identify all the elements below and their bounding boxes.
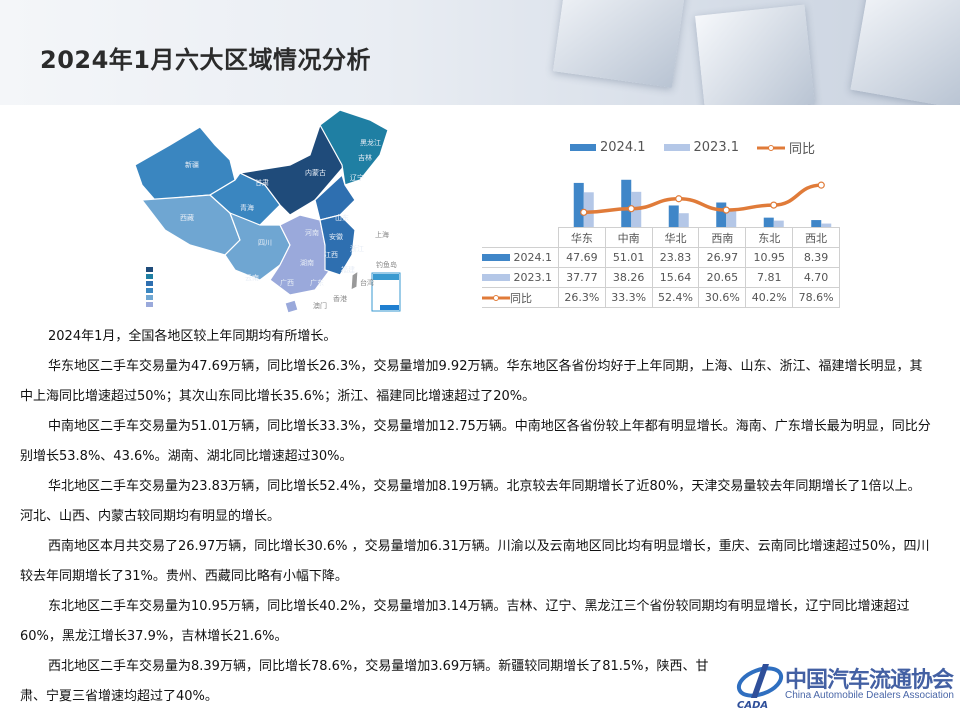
chart-data-table: 华东 中南 华北 西南 东北 西北 2024.1 47.69 51.01 23.83… (482, 227, 840, 308)
map-legend-swatch (146, 295, 153, 300)
map-label: 河南 (305, 228, 319, 237)
map-label: 广东 (310, 278, 324, 287)
map-label: 吉林 (358, 153, 372, 162)
page-title: 2024年1月六大区域情况分析 (40, 46, 371, 74)
yoy-point-4 (770, 201, 778, 209)
map-label: 香港 (333, 294, 347, 303)
paragraph: 西南地区本月共交易了26.97万辆，同比增长30.6% ，交易量增加6.31万辆… (20, 539, 930, 584)
bar-2023-0 (583, 192, 594, 228)
bar-2024-0 (573, 182, 584, 228)
yoy-point-2 (675, 195, 683, 203)
map-label: 安徽 (329, 232, 343, 241)
analysis-text: 2024年1月，全国各地区较上年同期均有所增长。 华东地区二手车交易量为47.6… (20, 322, 932, 712)
category-label: 西北 (792, 227, 840, 248)
bar-2023-5 (821, 223, 832, 228)
map-label: 甘肃 (255, 178, 269, 187)
map-label: 江西 (324, 251, 338, 259)
logo-name-cn: 中国汽车流通协会 (785, 667, 954, 693)
paragraph: 华东地区二手车交易量为47.69万辆，同比增长26.3%，交易量增加9.92万辆… (20, 359, 923, 404)
decorative-cube (552, 0, 688, 88)
category-label: 华东 (557, 227, 606, 248)
region-bar-line-chart: 2024.1 2023.1 同比 华东 中南 华北 西南 东北 西北 2024.… (480, 130, 840, 310)
logo-name-en: China Automobile Dealers Association (785, 690, 954, 701)
china-region-map: 新疆西藏 青海 甘肃 内蒙古四川云南广西 广东 湖南 河南 山东安徽江西 福建 浙江 黑龙江吉林辽宁… (130, 105, 420, 320)
region-northeast (319, 109, 389, 186)
map-legend-swatch (146, 267, 153, 272)
bar-2024-4 (763, 217, 774, 228)
map-label: 云南 (245, 273, 259, 282)
bar-2024-3 (716, 202, 727, 228)
table-header-row: 华东 中南 华北 西南 东北 西北 (482, 227, 840, 248)
decorative-cube (850, 0, 960, 105)
map-label: 黑龙江 (360, 138, 381, 147)
header-banner: 2024年1月六大区域情况分析 (0, 0, 960, 105)
cada-logo: 中国汽车流通协会 China Automobile Dealers Associ… (735, 660, 957, 716)
map-legend-swatch (146, 302, 153, 307)
legend-item-yoy: 同比 (757, 138, 815, 157)
yoy-line (583, 183, 822, 215)
map-label: 西藏 (180, 213, 194, 222)
category-label: 西南 (698, 227, 747, 248)
bar-2024-2 (668, 205, 679, 228)
map-label: 台湾 (360, 278, 374, 287)
logo-abbr: CADA (737, 700, 769, 711)
yoy-point-3 (722, 206, 730, 214)
table-row: 同比 26.3% 33.3% 52.4% 30.6% 40.2% 78.6% (482, 287, 840, 308)
paragraph: 2024年1月，全国各地区较上年同期均有所增长。 (48, 329, 337, 344)
yoy-point-0 (580, 208, 588, 216)
bar-2023-4 (773, 220, 784, 228)
bar-2024-5 (811, 220, 822, 228)
legend-item-2024: 2024.1 (570, 140, 646, 155)
map-label: 山东 (335, 213, 349, 222)
bar-2023-2 (678, 213, 689, 228)
map-label: 湖南 (300, 258, 314, 267)
map-label: 广西 (280, 278, 294, 287)
region-taiwan (350, 269, 359, 292)
map-label: 青海 (240, 203, 254, 212)
map-label: 新疆 (185, 160, 199, 169)
paragraph: 西北地区二手车交易量为8.39万辆，同比增长78.6%，交易量增加3.69万辆。… (20, 659, 709, 704)
map-legend-swatch (146, 288, 153, 293)
table-row: 2023.1 37.77 38.26 15.64 20.65 7.81 4.70 (482, 267, 840, 288)
category-label: 中南 (604, 227, 653, 248)
table-row: 2024.1 47.69 51.01 23.83 26.97 10.95 8.39 (482, 247, 840, 268)
chart-legend: 2024.1 2023.1 同比 (570, 138, 815, 157)
map-label: 上海 (375, 230, 389, 239)
map-label: 福建 (341, 265, 355, 274)
paragraph: 东北地区二手车交易量为10.95万辆，同比增长40.2%，交易量增加3.14万辆… (20, 599, 910, 644)
map-label: 浙江 (350, 244, 364, 253)
map-label: 钓鱼岛 (376, 260, 397, 269)
bar-2023-3 (726, 208, 737, 228)
map-label: 澳门 (313, 301, 327, 310)
map-legend-swatch (146, 274, 153, 279)
region-central-south (269, 214, 331, 296)
map-label: 内蒙古 (305, 168, 326, 177)
paragraph: 华北地区二手车交易量为23.83万辆，同比增长52.4%，交易量增加8.19万辆… (20, 479, 921, 524)
map-label: 辽宁 (350, 173, 364, 182)
region-southwest (224, 211, 291, 281)
category-label: 华北 (651, 227, 700, 248)
map-label: 四川 (258, 239, 272, 247)
decorative-cube (695, 4, 815, 105)
yoy-point-5 (817, 181, 825, 189)
legend-item-2023: 2023.1 (663, 140, 739, 155)
logo-emblem-icon (736, 664, 784, 698)
bar-2024-1 (621, 179, 632, 228)
map-legend-swatch (146, 281, 153, 286)
paragraph: 中南地区二手车交易量为51.01万辆，同比增长33.3%，交易量增加12.75万… (20, 419, 931, 464)
region-hainan (284, 299, 299, 314)
category-label: 东北 (745, 227, 794, 248)
region-east (319, 214, 356, 276)
yoy-point-1 (627, 205, 635, 213)
